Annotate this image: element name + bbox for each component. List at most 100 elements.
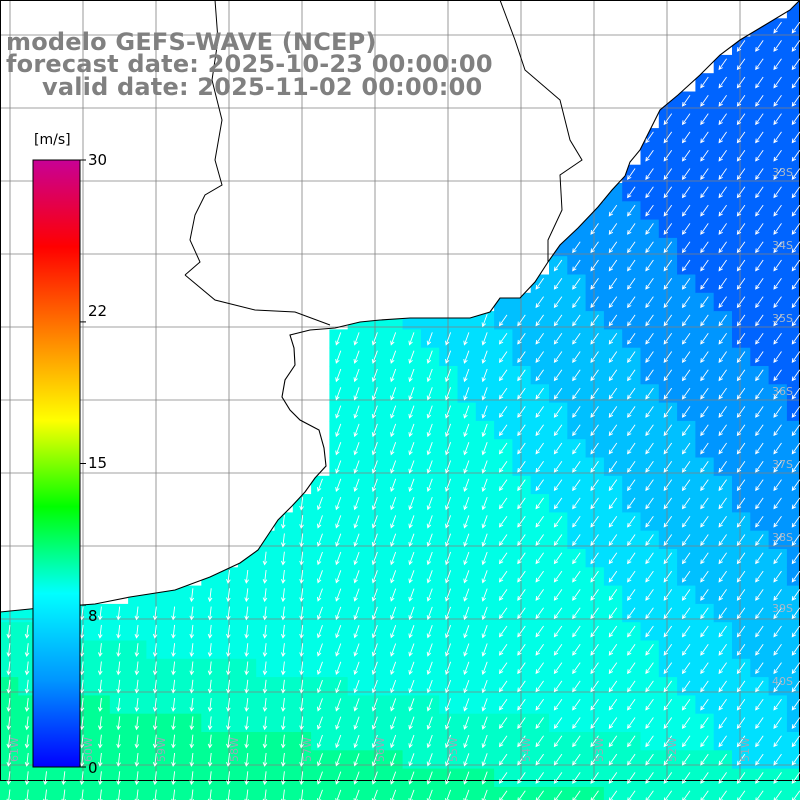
wind-arrow — [590, 698, 599, 711]
wind-arrow — [335, 368, 342, 383]
wind-arrow — [116, 771, 121, 786]
colorbar-tick-label: 0 — [88, 759, 98, 777]
wind-arrow — [663, 589, 673, 601]
wind-arrow — [791, 442, 800, 455]
wind-arrow — [498, 662, 508, 675]
wind-arrow — [481, 588, 488, 602]
wind-arrow — [627, 625, 636, 638]
wind-arrow — [189, 698, 195, 712]
wind-arrow — [791, 113, 800, 126]
wind-arrow — [663, 607, 673, 620]
wind-arrow — [608, 314, 618, 327]
wind-arrow — [681, 369, 691, 382]
wind-speed-cell — [512, 786, 532, 800]
wind-arrow — [244, 789, 249, 800]
wind-arrow — [280, 515, 286, 529]
wind-arrow — [116, 752, 121, 767]
wind-arrow — [207, 679, 213, 694]
wind-arrow — [97, 679, 103, 694]
wind-arrow — [791, 406, 800, 418]
wind-arrow — [572, 442, 581, 455]
wind-arrow — [773, 442, 782, 455]
wind-arrow — [718, 369, 727, 382]
wind-arrow — [755, 680, 764, 693]
wind-arrow — [736, 296, 746, 309]
wind-arrow — [498, 406, 508, 418]
wind-arrow — [718, 479, 727, 492]
wind-arrow — [663, 717, 673, 729]
wind-arrow — [280, 569, 286, 584]
wind-arrow — [316, 533, 323, 547]
wind-arrow — [608, 204, 618, 217]
wind-arrow — [755, 424, 764, 437]
wind-arrow — [517, 698, 526, 711]
wind-arrow — [299, 624, 304, 639]
wind-arrow — [97, 789, 103, 800]
wind-speed-cell — [786, 274, 800, 294]
wind-arrow — [116, 624, 121, 639]
lon-label: 54W — [520, 737, 533, 762]
wind-speed-cell — [786, 347, 800, 367]
wind-speed-cell — [786, 439, 800, 459]
wind-arrow — [353, 387, 360, 401]
wind-arrow — [445, 570, 452, 584]
wind-arrow — [97, 606, 103, 621]
wind-arrow — [445, 753, 452, 767]
wind-arrow — [773, 21, 782, 34]
wind-arrow — [791, 515, 800, 528]
wind-arrow — [371, 606, 378, 621]
wind-arrow — [627, 479, 636, 492]
wind-arrow — [755, 717, 764, 729]
wind-arrow — [645, 753, 654, 766]
wind-arrow — [773, 296, 782, 309]
wind-arrow — [535, 424, 544, 437]
wind-arrow — [700, 753, 709, 766]
wind-arrow — [408, 734, 415, 749]
wind-arrow — [6, 716, 12, 731]
wind-arrow — [463, 625, 470, 639]
wind-arrow — [299, 588, 304, 603]
wind-arrow — [553, 369, 563, 382]
wind-speed-cell — [732, 786, 751, 800]
wind-arrow — [152, 679, 158, 694]
wind-arrow — [773, 186, 782, 199]
wind-arrow — [663, 332, 673, 345]
wind-arrow — [299, 606, 304, 621]
wind-arrow — [152, 661, 158, 676]
wind-arrow — [390, 460, 397, 474]
wind-arrow — [755, 76, 764, 89]
wind-arrow — [791, 479, 800, 492]
wind-arrow — [627, 332, 636, 345]
wind-arrow — [773, 259, 782, 272]
wind-arrow — [608, 772, 618, 784]
wind-arrow — [262, 734, 268, 749]
wind-arrow — [207, 734, 213, 749]
wind-arrow — [663, 552, 673, 565]
wind-arrow — [663, 753, 673, 766]
wind-arrow — [408, 753, 415, 767]
wind-arrow — [299, 789, 304, 800]
wind-arrow — [791, 278, 800, 290]
wind-arrow — [681, 168, 691, 180]
wind-arrow — [244, 698, 249, 712]
wind-arrow — [645, 552, 654, 565]
wind-arrow — [481, 698, 488, 712]
wind-arrow — [718, 131, 727, 144]
wind-arrow — [736, 461, 746, 473]
wind-arrow — [553, 607, 563, 620]
wind-arrow — [572, 424, 581, 437]
wind-arrow — [572, 314, 581, 327]
lat-label: 36S — [772, 385, 793, 398]
wind-arrow — [517, 552, 526, 565]
wind-arrow — [572, 278, 581, 290]
wind-arrow — [700, 241, 709, 254]
wind-arrow — [262, 606, 268, 621]
wind-arrow — [171, 661, 176, 676]
wind-arrow — [408, 679, 415, 694]
wind-arrow — [226, 606, 231, 621]
wind-arrow — [207, 624, 213, 639]
wind-arrow — [590, 772, 599, 784]
wind-arrow — [718, 753, 727, 766]
wind-arrow — [353, 698, 360, 712]
wind-arrow — [608, 698, 618, 711]
